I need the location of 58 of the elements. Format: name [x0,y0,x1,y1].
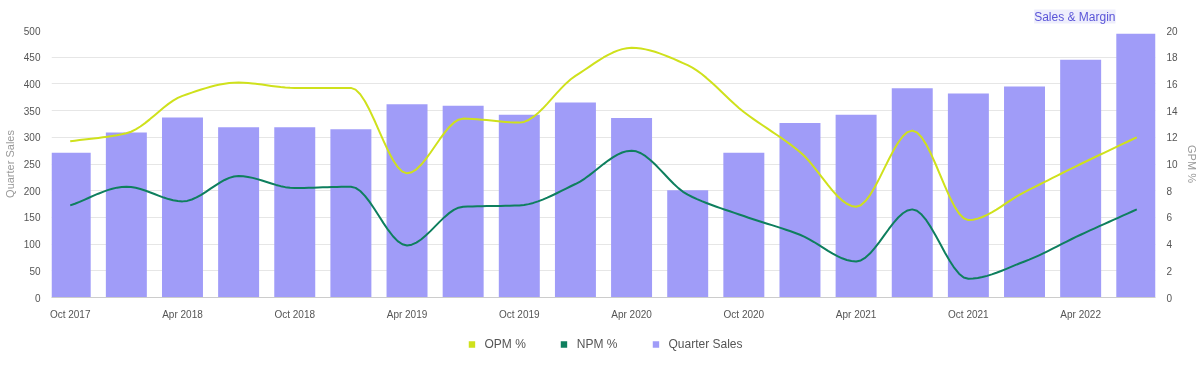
bar [779,122,821,298]
bar [723,152,765,298]
bar [105,132,147,298]
bar [891,88,933,298]
bar [1060,59,1102,298]
y-tick-label: 50 [29,265,41,277]
legend-label: Quarter Sales [668,337,743,351]
y-tick-label: 250 [23,159,41,170]
y2-tick-label: 14 [1166,105,1179,117]
y2-tick-label: 2 [1166,265,1173,277]
x-tick-label: Oct 2019 [499,308,541,320]
y2-tick-label: 20 [1166,25,1179,37]
y-tick-label: 150 [23,212,41,224]
y2-tick-label: 16 [1166,78,1179,90]
x-tick-label: Oct 2017 [49,308,91,320]
bar [947,93,989,298]
x-tick-label: Apr 2022 [1060,308,1102,320]
bar [386,104,428,298]
y2-axis-title: GPM % [1185,145,1198,184]
bar [161,117,203,298]
y2-tick-label: 12 [1166,132,1179,144]
y-tick-label: 350 [23,105,41,117]
x-tick-label: Apr 2019 [386,308,428,320]
y2-tick-label: 8 [1166,185,1173,197]
bar [274,127,316,298]
legend-label: OPM % [484,337,526,351]
x-tick-label: Oct 2021 [948,308,990,320]
x-tick-label: Oct 2020 [723,308,765,320]
bar [667,190,709,298]
legend-label: NPM % [576,337,618,351]
x-tick-label: Oct 2018 [274,308,316,320]
bar [1004,86,1046,298]
y-tick-label: 100 [23,239,41,251]
y2-tick-label: 10 [1166,159,1179,170]
y-tick-label: 500 [23,25,41,37]
bar [218,127,260,298]
x-tick-label: Apr 2018 [162,308,204,320]
bar [1116,33,1156,298]
x-tick-label: Apr 2020 [611,308,653,320]
bar [51,152,91,298]
bar [498,114,540,298]
y-tick-label: 300 [23,132,41,144]
bar [554,102,596,298]
y2-tick-label: 18 [1166,52,1179,64]
y-tick-label: 200 [23,185,41,197]
y2-tick-label: 6 [1166,212,1173,224]
text: Sales & Margin [1034,9,1116,24]
y-tick-label: 0 [34,292,41,304]
y2-tick-label: 0 [1166,292,1173,304]
y-axis-title: Quarter Sales [3,129,16,198]
y2-tick-label: 4 [1166,239,1173,251]
y-tick-label: 400 [23,78,41,90]
x-tick-label: Apr 2021 [835,308,877,320]
bar [442,105,484,298]
bar [611,118,653,298]
bar [330,129,372,298]
bar [835,114,877,298]
y-tick-label: 450 [23,52,41,64]
